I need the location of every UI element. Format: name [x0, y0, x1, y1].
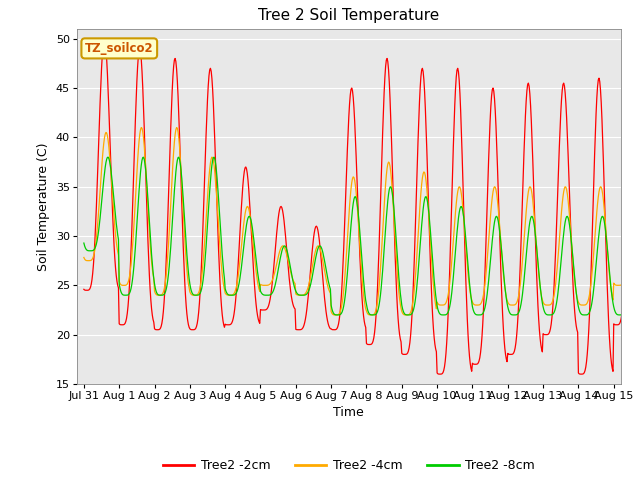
Line: Tree2 -2cm: Tree2 -2cm: [84, 39, 640, 374]
Tree2 -2cm: [100, 36, 108, 42]
Tree2 -2cm: [577, 371, 585, 377]
Tree2 -2cm: [300, 323, 308, 328]
Line: Tree2 -8cm: Tree2 -8cm: [84, 157, 640, 315]
Tree2 -8cm: [300, 292, 308, 298]
Tree2 -2cm: [457, 108, 465, 114]
X-axis label: Time: Time: [333, 407, 364, 420]
Tree2 -8cm: [279, 246, 287, 252]
Text: TZ_soilco2: TZ_soilco2: [85, 42, 154, 55]
Tree2 -4cm: [332, 312, 339, 318]
Y-axis label: Soil Temperature (C): Soil Temperature (C): [37, 142, 50, 271]
Tree2 -2cm: [80, 287, 88, 292]
Tree2 -4cm: [426, 228, 433, 234]
Tree2 -4cm: [300, 292, 308, 298]
Tree2 -8cm: [457, 204, 465, 210]
Tree2 -4cm: [251, 255, 259, 261]
Tree2 -2cm: [279, 207, 287, 213]
Line: Tree2 -4cm: Tree2 -4cm: [84, 128, 640, 315]
Tree2 -4cm: [138, 125, 145, 131]
Legend: Tree2 -2cm, Tree2 -4cm, Tree2 -8cm: Tree2 -2cm, Tree2 -4cm, Tree2 -8cm: [158, 454, 540, 477]
Tree2 -2cm: [425, 218, 433, 224]
Tree2 -4cm: [80, 254, 88, 260]
Tree2 -8cm: [476, 312, 483, 318]
Tree2 -8cm: [147, 241, 155, 247]
Tree2 -4cm: [147, 251, 155, 256]
Tree2 -8cm: [425, 212, 433, 217]
Title: Tree 2 Soil Temperature: Tree 2 Soil Temperature: [258, 9, 440, 24]
Tree2 -8cm: [80, 240, 88, 246]
Tree2 -4cm: [458, 192, 465, 197]
Tree2 -2cm: [251, 284, 259, 290]
Tree2 -4cm: [279, 243, 287, 249]
Tree2 -8cm: [104, 154, 112, 160]
Tree2 -8cm: [251, 244, 259, 250]
Tree2 -2cm: [147, 297, 155, 303]
